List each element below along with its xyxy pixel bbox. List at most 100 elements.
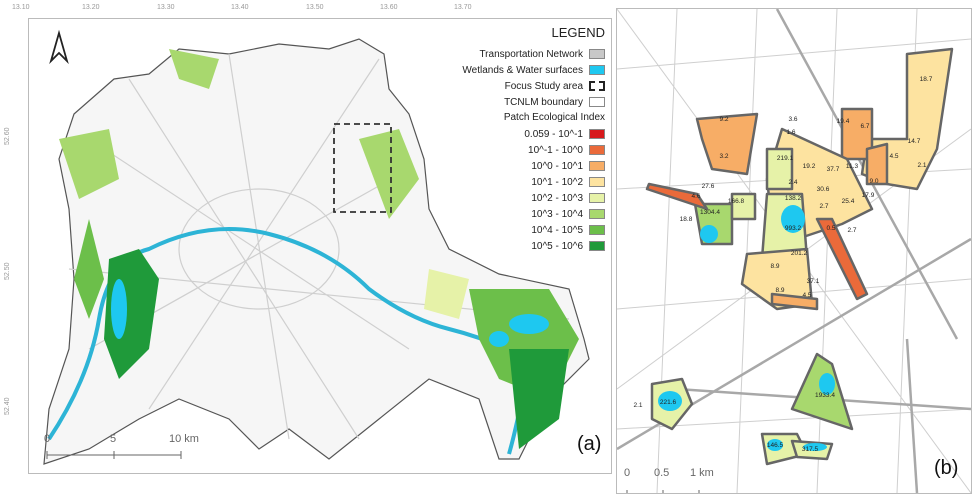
patch-index-label: 138.2 bbox=[785, 195, 802, 202]
legend-label: 0.059 - 10^-1 bbox=[524, 128, 583, 140]
patch-index-label: 221.6 bbox=[660, 399, 677, 406]
patch-index-label: 11.3 bbox=[846, 163, 859, 170]
patch-index-label: 1.6 bbox=[786, 129, 795, 136]
lon-tick: 13.70 bbox=[454, 4, 472, 11]
legend: LEGEND Transportation Network Wetlands & … bbox=[462, 25, 605, 254]
legend-label: Focus Study area bbox=[504, 80, 583, 92]
patch bbox=[815, 217, 869, 301]
legend-label: 10^-1 - 10^0 bbox=[528, 144, 583, 156]
scale-bar bbox=[626, 490, 700, 493]
patch-index-label: 37.1 bbox=[807, 278, 820, 285]
patch-index-label: 317.5 bbox=[802, 446, 819, 453]
legend-swatch bbox=[589, 49, 605, 59]
patch bbox=[865, 142, 889, 186]
legend-title: LEGEND bbox=[551, 25, 605, 40]
legend-swatch bbox=[589, 209, 605, 219]
legend-class: 10^5 - 10^6 bbox=[462, 238, 605, 254]
legend-swatch bbox=[589, 177, 605, 187]
legend-item: Transportation Network bbox=[462, 46, 605, 62]
lon-tick: 13.20 bbox=[82, 4, 100, 11]
patch-index-label: 27.6 bbox=[702, 183, 715, 190]
legend-class: 10^-1 - 10^0 bbox=[462, 142, 605, 158]
berlin-map bbox=[43, 29, 590, 465]
patch-index-label: 2.7 bbox=[847, 227, 856, 234]
panel-label-a: (a) bbox=[577, 433, 602, 455]
legend-swatch bbox=[589, 161, 605, 171]
legend-swatch bbox=[589, 129, 605, 139]
patch-index-label: 993.2 bbox=[785, 225, 802, 232]
legend-swatch bbox=[589, 193, 605, 203]
legend-label: 10^4 - 10^5 bbox=[531, 224, 583, 236]
patch-index-label: 18.8 bbox=[680, 216, 693, 223]
legend-index-title: Patch Ecological Index bbox=[503, 112, 605, 123]
patch-index-label: 19.2 bbox=[803, 163, 816, 170]
patch bbox=[765, 147, 794, 191]
legend-class: 10^4 - 10^5 bbox=[462, 222, 605, 238]
patch-index-label: 166.8 bbox=[728, 198, 745, 205]
lon-tick: 13.10 bbox=[12, 4, 30, 11]
legend-item: Focus Study area bbox=[462, 78, 605, 94]
patch-index-label: 2.1 bbox=[633, 402, 642, 409]
map-panel-focus-area[interactable]: 18.7 9.2 3.2 19.4 6.7 4.5 14.7 2.1 219.1 19.2 37.7… bbox=[616, 8, 972, 494]
patch-index-label: 4.5 bbox=[802, 292, 811, 299]
legend-swatch bbox=[589, 65, 605, 75]
legend-item: Wetlands & Water surfaces bbox=[462, 62, 605, 78]
map-panel-berlin[interactable]: 0 5 10 km (a) LEGEND Transportation Netw… bbox=[28, 18, 612, 474]
legend-label: 10^2 - 10^3 bbox=[531, 192, 583, 204]
patch-index-label: 9.0 bbox=[869, 178, 878, 185]
lat-tick: 52.40 bbox=[4, 397, 11, 415]
focus-area-map: 18.7 9.2 3.2 19.4 6.7 4.5 14.7 2.1 219.1 19.2 37.7… bbox=[617, 9, 971, 493]
legend-item: TCNLM boundary bbox=[462, 94, 605, 110]
patch-index-label: 2.4 bbox=[788, 179, 797, 186]
scale-tick: 10 km bbox=[169, 433, 199, 445]
scale-tick: 0.5 bbox=[654, 467, 670, 479]
patch-index-label: 2.7 bbox=[819, 203, 828, 210]
scale-tick: 1 km bbox=[690, 467, 714, 479]
patch bbox=[770, 292, 819, 311]
scale-bar bbox=[46, 451, 182, 459]
legend-class: 0.059 - 10^-1 bbox=[462, 126, 605, 142]
water-bodies bbox=[111, 279, 549, 347]
north-arrow-icon bbox=[49, 29, 69, 65]
scale-tick: 0 bbox=[624, 467, 631, 479]
patch-index-label: 2.1 bbox=[917, 162, 926, 169]
patch-index-label: 146.5 bbox=[767, 442, 784, 449]
water-bodies bbox=[658, 205, 835, 451]
legend-swatch bbox=[589, 241, 605, 251]
patch-index-label: 1933.4 bbox=[815, 392, 835, 399]
patch-index-label: 0.5 bbox=[826, 225, 835, 232]
legend-label: Transportation Network bbox=[479, 48, 583, 60]
lon-tick: 13.30 bbox=[157, 4, 175, 11]
patch-index-label: 201.2 bbox=[791, 250, 808, 257]
patch-index-label: 3.2 bbox=[719, 153, 728, 160]
legend-swatch bbox=[589, 97, 605, 107]
lat-tick: 52.50 bbox=[4, 262, 11, 280]
road-network bbox=[68, 53, 570, 440]
legend-class: 10^3 - 10^4 bbox=[462, 206, 605, 222]
patch-index-label: 3.6 bbox=[788, 116, 797, 123]
patch-index-label: 219.1 bbox=[777, 155, 794, 162]
patch bbox=[730, 192, 757, 221]
green-patches bbox=[59, 49, 579, 449]
focus-study-area bbox=[333, 123, 392, 213]
legend-class: 10^2 - 10^3 bbox=[462, 190, 605, 206]
legend-swatch bbox=[589, 81, 605, 91]
patch-index-label: 30.6 bbox=[817, 186, 830, 193]
legend-label: Wetlands & Water surfaces bbox=[462, 64, 583, 76]
panel-label-b: (b) bbox=[934, 457, 959, 479]
patch-index-label: 19.4 bbox=[837, 118, 850, 125]
patch-index-label: 37.7 bbox=[827, 166, 840, 173]
patch-index-label: 4.5 bbox=[889, 153, 898, 160]
legend-swatch bbox=[589, 225, 605, 235]
patch-index-label: 14.7 bbox=[908, 138, 921, 145]
patch bbox=[695, 112, 759, 176]
patch-index-label: 6.7 bbox=[860, 123, 869, 130]
legend-label: 10^3 - 10^4 bbox=[531, 208, 583, 220]
lon-tick: 13.60 bbox=[380, 4, 398, 11]
legend-swatch bbox=[589, 145, 605, 155]
legend-label: 10^1 - 10^2 bbox=[531, 176, 583, 188]
patch-index-label: 8.9 bbox=[770, 263, 779, 270]
patch-index-label: 1304.4 bbox=[700, 209, 720, 216]
patch-index-label: 9.2 bbox=[719, 116, 728, 123]
patch-index-label: 8.9 bbox=[775, 287, 784, 294]
